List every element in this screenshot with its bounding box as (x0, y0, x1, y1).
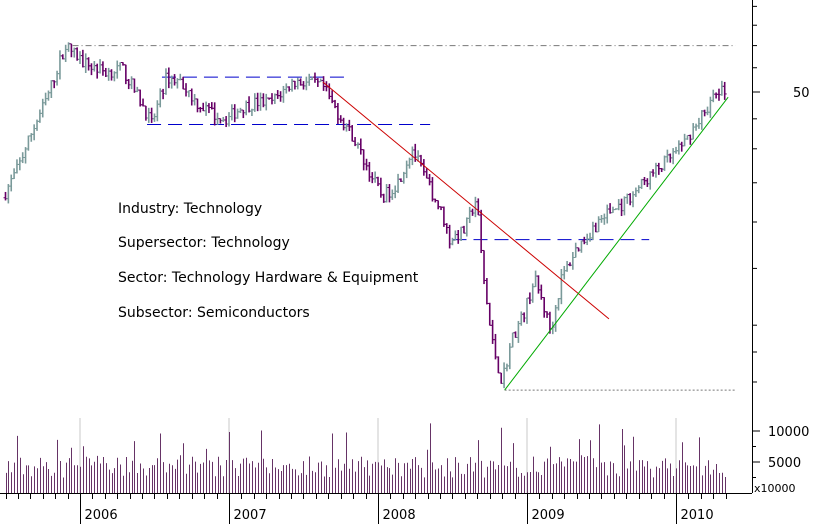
volume-bars (6, 423, 726, 493)
year-tick-label: 2006 (85, 508, 118, 523)
reference-lines (72, 45, 736, 391)
year-tick-label: 2008 (383, 508, 416, 523)
year-tick-label: 2010 (681, 508, 714, 523)
price-bars (3, 42, 727, 389)
year-tick-label: 2009 (532, 508, 565, 523)
volume-multiplier-label: x10000 (754, 482, 796, 495)
annotation-supersector: Supersector: Technology (118, 235, 290, 251)
annotation-subsector: Subsector: Semiconductors (118, 305, 310, 321)
trendline (504, 96, 729, 391)
volume-tick-label: 10000 (768, 425, 809, 440)
volume-tick-label: 5000 (768, 456, 801, 471)
year-tick-label: 2007 (234, 508, 267, 523)
annotation-industry: Industry: Technology (118, 201, 262, 217)
annotation-sector: Sector: Technology Hardware & Equipment (118, 270, 419, 286)
trendline (322, 81, 610, 320)
price-tick-label: 50 (793, 86, 810, 101)
trendlines (322, 81, 729, 391)
